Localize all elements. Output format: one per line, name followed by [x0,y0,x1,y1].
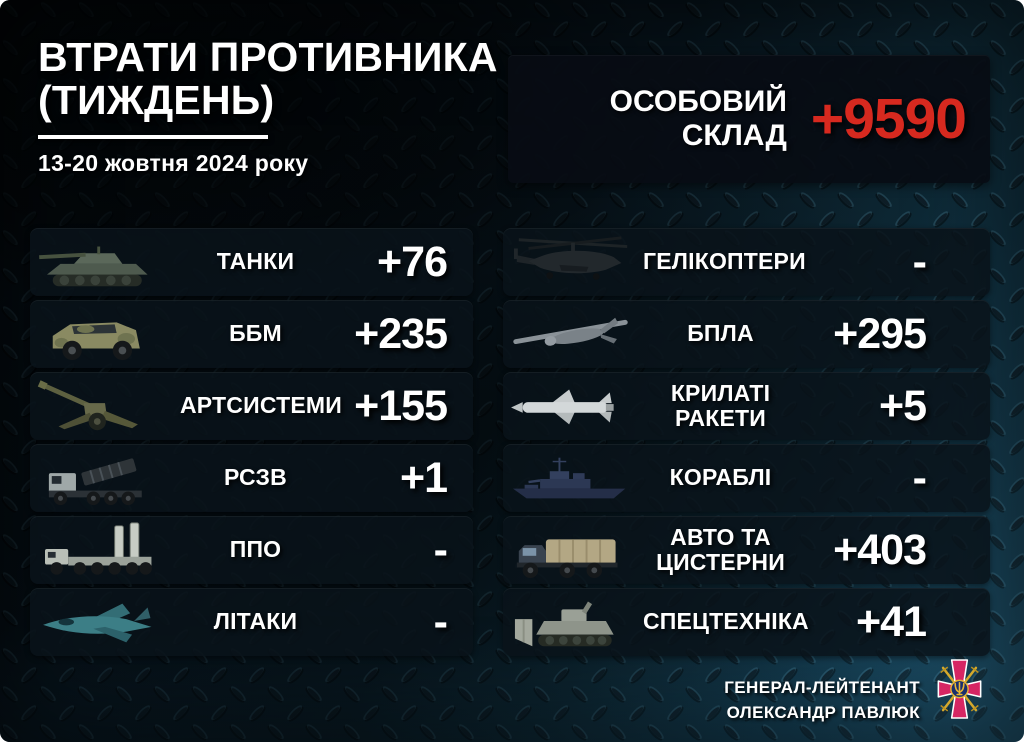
loss-row-vehicles-tankers: АВТО ТА ЦИСТЕРНИ +403 [503,516,990,584]
losses-column-left: ТАНКИ +76 ББМ +235 [30,228,473,656]
date-range: 13-20 жовтня 2024 року [38,150,309,177]
air-defense-icon [30,520,180,580]
loss-value: +41 [856,597,927,646]
loss-value: - [912,237,927,286]
loss-label: СПЕЦТЕХНІКА [643,608,809,635]
cruise-missile-icon [503,376,643,436]
loss-row-uav: БПЛА +295 [503,300,990,368]
jet-icon [30,592,180,652]
loss-label: ГЕЛІКОПТЕРИ [643,248,806,275]
personnel-label-line-2: СКЛАД [681,119,787,152]
mlrs-icon [30,448,180,508]
loss-row-air-defense: ППО - [30,516,473,584]
loss-label: КОРАБЛІ [669,464,772,491]
tank-icon [30,232,180,292]
title-line-2: (ТИЖДЕНЬ) [38,76,275,123]
loss-value: +295 [833,309,927,358]
personnel-label: ОСОБОВИЙ СКЛАД [610,85,787,152]
personnel-label-line-1: ОСОБОВИЙ [609,85,787,119]
armored-vehicle-icon [30,304,180,364]
title-block: ВТРАТИ ПРОТИВНИКА (ТИЖДЕНЬ) 13-20 жовтня… [38,36,498,177]
loss-label: ТАНКИ [216,248,295,275]
loss-row-artillery: АРТСИСТЕМИ +155 [30,372,473,440]
truck-icon [503,520,643,580]
loss-row-mlrs: РСЗВ +1 [30,444,473,512]
loss-row-special-equipment: СПЕЦТЕХНІКА +41 [503,588,990,656]
signature-rank: ГЕНЕРАЛ-ЛЕЙТЕНАНТ [724,678,920,697]
artillery-icon [30,376,180,436]
drone-icon [503,304,643,364]
loss-row-helicopters: ГЕЛІКОПТЕРИ - [503,228,990,296]
title-underline [38,135,268,140]
engineering-vehicle-icon [503,592,643,652]
loss-label: АВТО ТА ЦИСТЕРНИ [656,523,785,575]
loss-value: +155 [354,381,448,430]
loss-row-tanks: ТАНКИ +76 [30,228,473,296]
loss-value: +1 [399,453,448,502]
loss-value: +235 [354,309,448,358]
loss-label: ППО [229,536,282,563]
loss-label: РСЗВ [224,464,287,491]
loss-value: - [912,453,927,502]
loss-row-ships: КОРАБЛІ - [503,444,990,512]
loss-value: - [433,597,448,646]
loss-row-armored-vehicles: ББМ +235 [30,300,473,368]
loss-row-aircraft: ЛІТАКИ - [30,588,473,656]
loss-value: +403 [833,525,927,574]
ship-icon [503,448,643,508]
title-line-1: ВТРАТИ ПРОТИВНИКА [38,34,498,80]
loss-label: БПЛА [687,320,754,347]
loss-value: +76 [377,237,448,286]
page-title: ВТРАТИ ПРОТИВНИКА (ТИЖДЕНЬ) [38,36,498,121]
loss-label: ББМ [229,320,282,347]
signature-name: ОЛЕКСАНДР ПАВЛЮК [726,702,920,722]
ukraine-armed-forces-emblem-icon [936,656,983,727]
loss-label: КРИЛАТІ РАКЕТИ [670,379,771,431]
loss-value: - [433,525,448,574]
loss-row-cruise-missiles: КРИЛАТІ РАКЕТИ +5 [503,372,990,440]
loss-label: АРТСИСТЕМИ [180,392,342,419]
personnel-panel: ОСОБОВИЙ СКЛАД +9590 [508,55,990,183]
loss-label: ЛІТАКИ [213,608,298,635]
personnel-value: +9590 [810,87,967,151]
signature: ГЕНЕРАЛ-ЛЕЙТЕНАНТ ОЛЕКСАНДР ПАВЛЮК [724,676,920,725]
losses-column-right: ГЕЛІКОПТЕРИ - БПЛА + [503,228,990,656]
helicopter-icon [503,232,643,292]
loss-value: +5 [878,381,927,430]
